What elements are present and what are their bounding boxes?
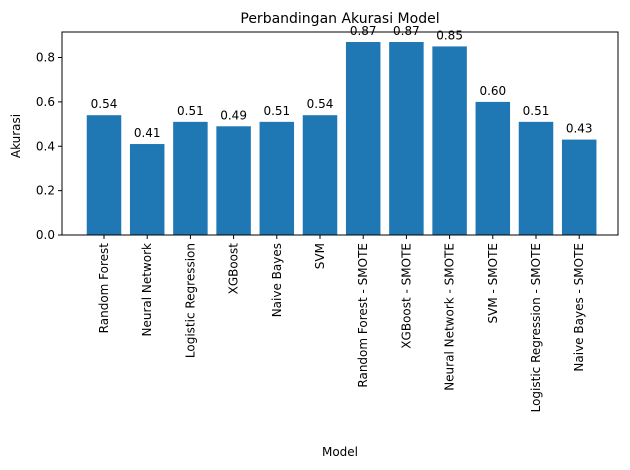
bar-value-label: 0.87 bbox=[393, 24, 420, 38]
bar bbox=[129, 144, 165, 235]
y-tick-label: 0.6 bbox=[36, 95, 55, 109]
x-tick-label: Naive Bayes bbox=[270, 243, 284, 317]
bar-value-label: 0.87 bbox=[350, 24, 377, 38]
bar bbox=[345, 41, 381, 236]
plot-frame bbox=[61, 31, 619, 236]
x-tick-label: Logistic Regression - SMOTE bbox=[529, 243, 543, 412]
x-tick-label: Random Forest - SMOTE bbox=[356, 243, 370, 388]
bar bbox=[518, 121, 554, 235]
bar bbox=[173, 121, 208, 235]
x-tick-label: Neural Network bbox=[140, 243, 154, 337]
bar bbox=[432, 46, 467, 235]
bar-value-label: 0.41 bbox=[134, 126, 161, 140]
bar-value-label: 0.51 bbox=[263, 104, 290, 118]
x-tick-label: Random Forest bbox=[97, 243, 111, 334]
y-axis-label: Akurasi bbox=[9, 114, 23, 158]
bar-value-label: 0.51 bbox=[523, 104, 550, 118]
x-tick-label: Logistic Regression bbox=[183, 243, 197, 358]
bar-value-label: 0.60 bbox=[479, 84, 506, 98]
bars-layer: 0.54 0.41 0.51 0.49 0.51 0.54 0.87 0.87 0.85 0.60… bbox=[86, 24, 597, 236]
x-tick-label: SVM bbox=[313, 243, 327, 269]
bar bbox=[475, 101, 511, 235]
bar-value-label: 0.49 bbox=[220, 108, 247, 122]
y-tick-label: 0.8 bbox=[36, 51, 55, 65]
bar bbox=[389, 41, 424, 236]
bar-value-label: 0.51 bbox=[177, 104, 204, 118]
y-tick-label: 0.2 bbox=[36, 184, 55, 198]
bar-value-label: 0.85 bbox=[436, 28, 463, 42]
bar-value-label: 0.54 bbox=[91, 97, 118, 111]
y-tick-label: 0.0 bbox=[36, 228, 55, 242]
x-tick-label: XGBoost bbox=[227, 243, 241, 295]
x-axis-label: Model bbox=[322, 445, 358, 459]
x-tick-label: Naive Bayes - SMOTE bbox=[572, 243, 586, 372]
axes-layer: Random Forest Neural Network Logistic Regr… bbox=[36, 31, 619, 412]
y-tick-label: 0.4 bbox=[36, 139, 55, 153]
bar-value-label: 0.43 bbox=[566, 122, 593, 136]
bar bbox=[302, 115, 338, 235]
x-tick-label: SVM - SMOTE bbox=[486, 243, 500, 323]
chart-title: Perbandingan Akurasi Model bbox=[240, 11, 439, 27]
x-tick-label: Neural Network - SMOTE bbox=[443, 243, 457, 391]
bar bbox=[86, 115, 122, 235]
bar bbox=[259, 121, 295, 235]
bar bbox=[561, 139, 597, 235]
x-tick-label: XGBoost - SMOTE bbox=[399, 243, 413, 349]
bar bbox=[216, 126, 251, 235]
bar-value-label: 0.54 bbox=[307, 97, 334, 111]
